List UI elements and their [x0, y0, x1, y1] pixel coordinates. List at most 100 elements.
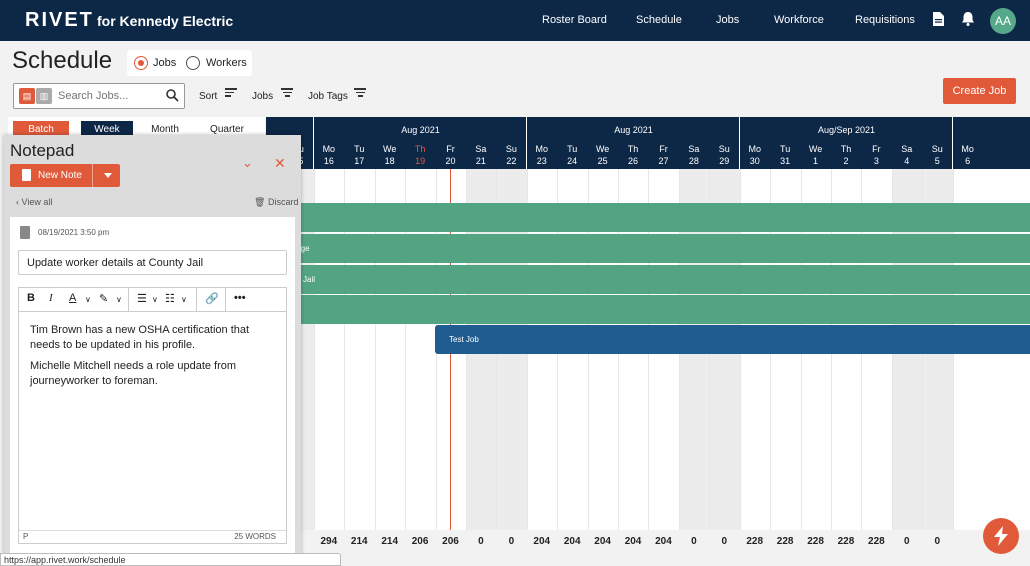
trash-icon: 🗑 [254, 197, 266, 207]
day-number: 28 [688, 156, 699, 166]
document-icon[interactable] [933, 12, 944, 29]
job-bar-warehouse[interactable]: rehouse [266, 295, 1030, 324]
search-icon[interactable] [166, 89, 179, 107]
notepad-panel: Notepad ⌄ ✕ New Note ‹ View all 🗑 Discar… [4, 135, 301, 566]
italic-icon[interactable]: I [49, 292, 53, 304]
job-list-icon[interactable]: ▤ [19, 88, 35, 104]
day-name: Th [414, 144, 426, 154]
close-icon[interactable]: ✕ [274, 155, 286, 171]
job-tags-filter-label[interactable]: Job Tags [308, 91, 348, 102]
search-input[interactable] [58, 88, 163, 104]
radio-workers-label[interactable]: Workers [206, 57, 247, 69]
day-number: 29 [719, 156, 730, 166]
day-number: 4 [904, 156, 910, 166]
bell-icon[interactable] [962, 12, 974, 29]
quick-action-button[interactable] [983, 518, 1019, 554]
day-number: 24 [567, 156, 578, 166]
day-number: 20 [445, 156, 456, 166]
daily-total: 228 [776, 536, 794, 547]
day-column[interactable] [374, 169, 405, 530]
note-subject-field[interactable]: Update worker details at County Jail [18, 250, 287, 275]
chevron-down-icon[interactable]: ∨ [181, 295, 187, 304]
jobs-filter-label[interactable]: Jobs [252, 91, 274, 102]
document-icon [22, 169, 31, 181]
month-button[interactable]: Month [151, 124, 179, 135]
day-name: We [383, 144, 397, 154]
highlight-icon[interactable]: ✎ [99, 293, 109, 305]
divider [128, 288, 129, 312]
collapse-chevron-icon[interactable]: ⌄ [242, 155, 253, 170]
daily-total: 214 [350, 536, 368, 547]
rich-text-editor[interactable]: B I A ∨ ✎ ∨ ☰ ∨ ☷ ∨ 🔗 ••• Tim Brown has … [18, 287, 287, 544]
job-tags-filter-icon[interactable] [354, 88, 366, 98]
discard-button[interactable]: 🗑 Discard [254, 197, 298, 208]
new-note-button[interactable]: New Note [10, 164, 120, 187]
day-number: 30 [749, 156, 760, 166]
day-number: 2 [843, 156, 849, 166]
editor-content[interactable]: Tim Brown has a new OSHA certification t… [30, 323, 280, 395]
nav-schedule[interactable]: Schedule [636, 14, 682, 26]
quarter-button[interactable]: Quarter [210, 124, 244, 135]
nav-jobs[interactable]: Jobs [716, 14, 740, 26]
jobs-filter-icon[interactable] [281, 88, 293, 98]
radio-jobs-label[interactable]: Jobs [153, 57, 177, 69]
bold-icon[interactable]: B [27, 292, 35, 304]
search-box: ▤ ▥ [13, 83, 185, 109]
sort-label[interactable]: Sort [199, 91, 218, 102]
lightning-icon [994, 526, 1008, 546]
daily-total: 228 [837, 536, 855, 547]
day-name: Fr [446, 144, 455, 154]
daily-totals-row: 0 294 214 214 206 206 0 0 204 204 204 204 204 0 0 228 22… [266, 536, 1030, 554]
radio-workers[interactable] [186, 56, 200, 70]
day-name: Sa [475, 144, 487, 154]
link-icon[interactable]: 🔗 [205, 293, 219, 305]
new-note-label: New Note [38, 170, 82, 181]
daily-total: 0 [478, 536, 484, 547]
more-icon[interactable]: ••• [234, 292, 246, 304]
month-label: Aug/Sep 2021 [817, 125, 876, 135]
day-name: Sa [901, 144, 913, 154]
daily-total: 206 [411, 536, 429, 547]
numbered-list-icon[interactable]: ☷ [165, 293, 175, 305]
sort-icon[interactable] [225, 88, 237, 98]
job-bar-jail[interactable]: Jail [266, 265, 1030, 294]
worker-list-icon[interactable]: ▥ [36, 88, 52, 104]
top-nav-bar: RIVET for Kennedy Electric Roster Board … [0, 0, 1030, 41]
create-job-button[interactable]: Create Job [943, 78, 1016, 104]
day-name: Tu [780, 144, 791, 154]
avatar[interactable]: AA [990, 8, 1016, 34]
job-bar-college[interactable]: sin College [266, 234, 1030, 263]
view-all-label: View all [21, 197, 53, 207]
month-label: Aug 2021 [614, 125, 653, 135]
nav-requisitions[interactable]: Requisitions [855, 14, 915, 26]
radio-jobs[interactable] [134, 56, 148, 70]
brand-logo[interactable]: RIVET [25, 9, 94, 31]
view-mode-radio-group: Jobs Workers [127, 50, 252, 76]
divider [196, 288, 197, 312]
nav-roster-board[interactable]: Roster Board [542, 14, 607, 26]
daily-total: 228 [807, 536, 824, 547]
view-all-link[interactable]: ‹ View all [16, 197, 53, 207]
day-column[interactable] [344, 169, 374, 530]
chevron-down-icon[interactable]: ∨ [152, 295, 158, 304]
job-bar-hospital[interactable]: ospital [266, 203, 1030, 232]
day-number: 27 [658, 156, 669, 166]
discard-label: Discard [267, 197, 299, 207]
nav-workforce[interactable]: Workforce [774, 14, 824, 26]
bullet-list-icon[interactable]: ☰ [137, 293, 147, 305]
day-name: We [595, 144, 610, 154]
day-name: Mo [322, 144, 336, 154]
day-column[interactable] [405, 169, 435, 530]
daily-total: 0 [904, 536, 910, 547]
day-number: 21 [475, 156, 486, 166]
job-bar-test-job[interactable]: Test Job [435, 325, 1030, 354]
day-column[interactable] [313, 169, 344, 530]
week-button[interactable]: Week [81, 121, 133, 139]
batch-button[interactable]: Batch [13, 121, 69, 139]
day-number: 1 [813, 156, 819, 166]
text-color-icon[interactable]: A [69, 292, 77, 304]
chevron-down-icon[interactable]: ∨ [116, 295, 122, 304]
chevron-down-icon[interactable] [104, 173, 112, 178]
day-number: 18 [384, 156, 395, 166]
chevron-down-icon[interactable]: ∨ [85, 295, 91, 304]
